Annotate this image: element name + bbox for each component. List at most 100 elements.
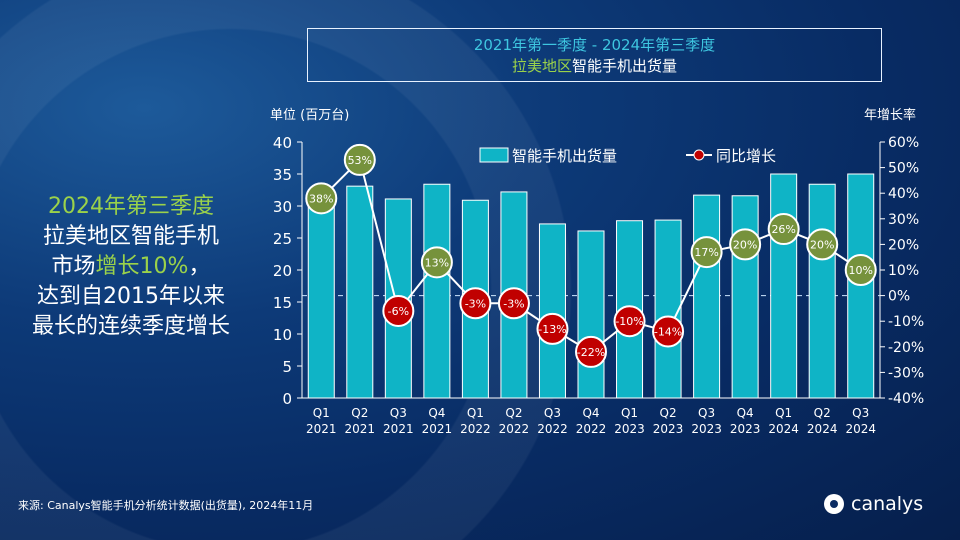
bar <box>770 173 798 399</box>
x-tick-quarter: Q4 <box>582 406 599 420</box>
x-tick-year: 2024 <box>807 422 838 436</box>
left-tick-label: 20 <box>273 262 292 280</box>
growth-marker <box>382 294 415 327</box>
x-tick-year: 2022 <box>576 422 607 436</box>
x-tick-year: 2022 <box>499 422 530 436</box>
x-tick-quarter: Q4 <box>428 406 445 420</box>
headline-line3-post: ， <box>188 254 211 279</box>
right-axis-label: 年增长率 <box>864 107 916 123</box>
x-tick-quarter: Q2 <box>814 406 831 420</box>
right-tick-label: -10% <box>888 314 924 330</box>
growth-marker <box>690 236 723 269</box>
x-tick-year: 2022 <box>537 422 568 436</box>
right-tick-label: -30% <box>888 365 924 381</box>
right-tick-label: -20% <box>888 340 924 356</box>
growth-label: 20% <box>733 238 757 251</box>
growth-marker <box>575 335 607 368</box>
left-tick-label: 40 <box>273 134 292 152</box>
growth-label: 10% <box>849 264 873 277</box>
growth-marker <box>497 287 530 320</box>
x-tick-quarter: Q3 <box>852 406 869 420</box>
left-tick-label: 5 <box>282 358 292 376</box>
x-tick-year: 2021 <box>383 422 414 436</box>
bar <box>577 230 605 399</box>
left-tick-label: 30 <box>273 198 292 216</box>
legend: 智能手机出货量 同比增长 <box>479 147 776 165</box>
legend-line-label: 同比增长 <box>716 147 776 165</box>
left-tick-label: 0 <box>282 390 292 408</box>
growth-marker <box>729 228 762 261</box>
x-tick-quarter: Q2 <box>660 406 677 420</box>
bar <box>693 194 721 399</box>
growth-label: 20% <box>810 238 834 251</box>
growth-label: -14% <box>654 325 682 338</box>
x-tick-quarter: Q1 <box>467 406 484 420</box>
growth-label: -6% <box>388 305 409 318</box>
title-subject: 智能手机出货量 <box>572 57 678 75</box>
legend-bar-label: 智能手机出货量 <box>512 147 617 165</box>
growth-label: 13% <box>425 256 449 269</box>
chart-title: 2021年第一季度 - 2024年第三季度 拉美地区智能手机出货量 <box>307 28 882 82</box>
growth-label: -13% <box>538 323 566 336</box>
bar <box>654 219 682 399</box>
left-tick-label: 35 <box>273 166 292 184</box>
bar <box>307 197 335 399</box>
growth-label: -3% <box>465 297 486 310</box>
canalys-logo-text: canalys <box>851 493 924 515</box>
chart: 单位 (百万台) 年增长率 智能手机出货量 同比增长 0 5 10 15 20 25 30 3… <box>270 107 924 436</box>
bar <box>346 185 374 399</box>
bar <box>808 183 836 399</box>
canalys-logo-icon <box>824 494 844 514</box>
left-tick-label: 25 <box>273 230 292 248</box>
x-tick-year: 2024 <box>768 422 799 436</box>
x-tick-year: 2021 <box>422 422 453 436</box>
bar <box>538 223 566 399</box>
left-tick-label: 15 <box>273 294 292 312</box>
legend-line-marker <box>693 149 705 161</box>
headline-line4: 达到自2015年以来 <box>37 284 225 309</box>
growth-label: 53% <box>348 154 372 167</box>
growth-label: 38% <box>309 192 333 205</box>
right-tick-label: 0% <box>888 289 910 305</box>
growth-label: 26% <box>771 223 795 236</box>
canalys-logo: canalys <box>822 492 946 516</box>
right-tick-label: 60% <box>888 135 919 151</box>
title-region: 拉美地区 <box>511 57 572 75</box>
growth-marker <box>459 287 492 320</box>
x-tick-quarter: Q1 <box>313 406 330 420</box>
right-tick-label: -40% <box>888 391 924 407</box>
growth-marker <box>420 246 453 279</box>
x-tick-year: 2021 <box>306 422 337 436</box>
x-tick-year: 2021 <box>345 422 376 436</box>
growth-marker <box>305 182 338 215</box>
right-tick-label: 40% <box>888 186 919 202</box>
x-tick-year: 2023 <box>730 422 761 436</box>
right-tick-label: 20% <box>888 237 919 253</box>
left-tick-label: 10 <box>273 326 292 344</box>
x-tick-quarter: Q2 <box>505 406 522 420</box>
source-footer: 来源: Canalys智能手机分析统计数据(出货量), 2024年11月 <box>18 499 314 512</box>
left-axis-label: 单位 (百万台) <box>270 108 349 123</box>
growth-label: -3% <box>503 297 524 310</box>
headline-line1: 2024年第三季度 <box>48 194 214 219</box>
right-tick-label: 30% <box>888 212 919 228</box>
x-tick-quarter: Q3 <box>698 406 715 420</box>
growth-label: 17% <box>694 246 718 259</box>
x-tick-year: 2023 <box>614 422 645 436</box>
x-tick-year: 2023 <box>691 422 722 436</box>
growth-marker <box>613 305 646 338</box>
x-tick-quarter: Q4 <box>737 406 754 420</box>
growth-marker <box>343 143 376 176</box>
title-line1: 2021年第一季度 - 2024年第三季度 <box>473 36 716 54</box>
right-tick-label: 50% <box>888 161 919 177</box>
bar <box>731 195 759 399</box>
legend-bar-swatch <box>479 147 509 163</box>
x-tick-year: 2024 <box>845 422 876 436</box>
headline-line3-pre: 市场 <box>51 254 96 279</box>
x-tick-quarter: Q1 <box>621 406 638 420</box>
headline: 2024年第三季度 拉美地区智能手机 市场增长10%， 达到自2015年以来 最… <box>6 192 256 342</box>
growth-marker <box>536 312 569 345</box>
bar <box>423 183 451 399</box>
headline-line2: 拉美地区智能手机 <box>42 224 219 249</box>
x-tick-year: 2022 <box>460 422 491 436</box>
